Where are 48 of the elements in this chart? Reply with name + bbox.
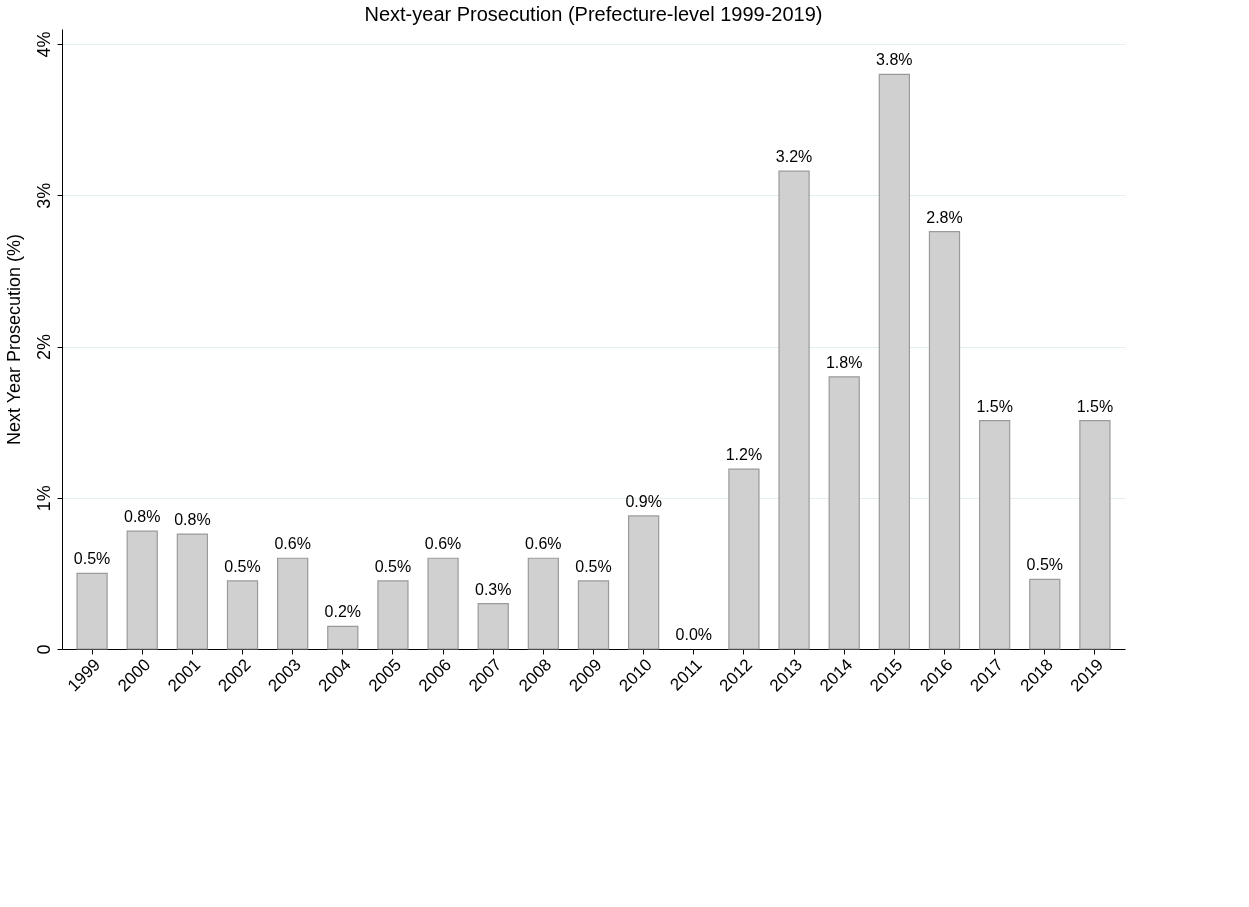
bar (1029, 578, 1061, 650)
y-tick-label: 2% (33, 334, 54, 361)
data-label: 0.3% (474, 580, 512, 598)
data-label: 2.8% (926, 208, 963, 226)
y-tick-label: 4% (33, 31, 54, 58)
bar (327, 625, 359, 650)
data-label: 0.8% (123, 508, 161, 526)
y-tick-label: 0 (33, 644, 54, 655)
bar (778, 170, 810, 650)
chart-title: Next-year Prosecution (Prefecture-level 1999-2019) (364, 3, 823, 25)
data-label: 0.5% (374, 557, 412, 575)
data-label: 0.6% (525, 535, 562, 553)
bar (226, 580, 259, 650)
bar (928, 231, 961, 650)
data-label: 3.2% (775, 148, 813, 166)
data-label: 0.0% (675, 626, 713, 643)
bar (527, 557, 559, 650)
bar (628, 515, 660, 650)
data-label: 1.5% (976, 397, 1013, 415)
bar (828, 376, 860, 650)
data-label: 1.5% (1076, 397, 1114, 415)
bar (577, 580, 610, 650)
data-label: 1.8% (825, 353, 863, 371)
bar (427, 557, 459, 650)
y-tick-label: 1% (33, 485, 54, 512)
data-label: 0.8% (174, 511, 211, 529)
data-label: 1.2% (725, 446, 763, 464)
bar (1079, 420, 1111, 650)
bar (126, 530, 158, 650)
bar (878, 73, 910, 650)
data-label: 0.6% (274, 535, 311, 553)
bar (176, 533, 209, 650)
y-axis-title: Next Year Prosecution (%) (3, 233, 24, 446)
data-label: 0.5% (73, 550, 111, 568)
y-tick-label: 3% (33, 182, 54, 209)
bar (477, 603, 509, 650)
bar (728, 468, 760, 650)
data-label: 0.5% (224, 557, 261, 575)
bar (277, 557, 309, 650)
data-label: 0.9% (625, 492, 662, 510)
data-label: 0.2% (324, 603, 362, 621)
bar (76, 572, 108, 650)
bar (377, 580, 409, 650)
data-label: 3.8% (876, 51, 913, 69)
data-label: 0.5% (1026, 556, 1064, 574)
bar (978, 420, 1011, 650)
data-label: 0.5% (575, 557, 612, 575)
data-label: 0.6% (424, 535, 462, 553)
